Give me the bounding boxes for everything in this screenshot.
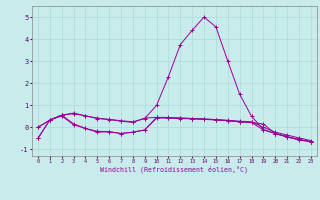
X-axis label: Windchill (Refroidissement éolien,°C): Windchill (Refroidissement éolien,°C) [100, 166, 248, 173]
